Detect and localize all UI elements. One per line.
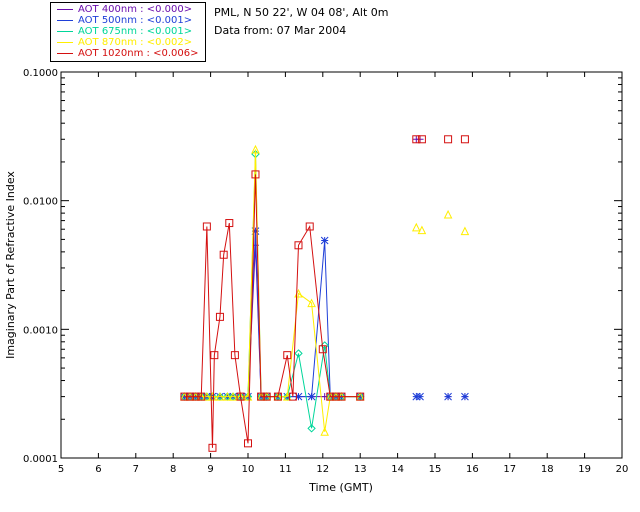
data-point xyxy=(197,392,206,401)
data-point xyxy=(411,222,421,232)
x-tick-label: 20 xyxy=(616,464,629,475)
y-axis-ticks: 0.1000 0.0100 0.0010 0.0001 xyxy=(23,68,622,465)
data-point xyxy=(215,391,225,401)
data-point xyxy=(223,391,232,401)
data-point xyxy=(320,236,329,245)
x-tick-label: 9 xyxy=(207,464,213,475)
data-point xyxy=(416,392,424,401)
data-point xyxy=(257,392,266,401)
data-point xyxy=(444,392,452,401)
data-point xyxy=(225,219,234,228)
data-point xyxy=(461,392,469,401)
data-point xyxy=(294,349,303,358)
x-axis-ticks: 5 6 7 8 9 10 11 12 13 14 15 16 17 18 19 20 xyxy=(58,72,629,475)
series-layer xyxy=(180,135,470,452)
date-info: Data from: 07 Mar 2004 xyxy=(214,24,347,37)
series-group xyxy=(180,135,469,452)
data-point xyxy=(236,392,245,401)
data-point xyxy=(244,439,252,448)
legend-swatch xyxy=(57,30,73,32)
data-point xyxy=(273,392,282,401)
legend-swatch xyxy=(57,19,73,21)
legend-label: AOT 675nm : <0.001> xyxy=(78,26,193,37)
data-point xyxy=(318,345,327,354)
data-point xyxy=(251,170,260,179)
data-point xyxy=(307,424,316,433)
legend-label: AOT 400nm : <0.000> xyxy=(78,4,193,15)
data-point xyxy=(307,298,316,308)
legend-swatch xyxy=(57,8,73,10)
legend-item: AOT 675nm : <0.001> xyxy=(57,26,192,37)
legend-label: AOT 500nm : <0.001> xyxy=(78,15,193,26)
y-tick-label: 0.0100 xyxy=(23,197,58,208)
data-point xyxy=(307,392,316,401)
data-point xyxy=(320,427,329,436)
legend-label: AOT 1020nm : <0.006> xyxy=(78,48,199,59)
data-point xyxy=(283,351,292,360)
data-point xyxy=(417,135,426,144)
y-tick-label: 0.1000 xyxy=(23,68,58,79)
y-tick-label: 0.0001 xyxy=(23,454,58,465)
x-tick-label: 16 xyxy=(466,464,479,475)
data-point xyxy=(337,392,346,401)
data-point xyxy=(251,227,260,235)
x-tick-label: 6 xyxy=(95,464,101,475)
data-point xyxy=(412,135,421,144)
data-point xyxy=(191,392,200,401)
x-tick-label: 8 xyxy=(170,464,176,475)
x-tick-label: 19 xyxy=(578,464,591,475)
data-point xyxy=(210,351,219,360)
data-point xyxy=(228,391,238,401)
data-point xyxy=(305,222,314,231)
data-point xyxy=(356,392,365,401)
x-tick-label: 7 xyxy=(133,464,139,475)
legend-swatch xyxy=(57,41,73,43)
data-point xyxy=(294,392,303,401)
data-point xyxy=(180,392,189,401)
data-point xyxy=(230,351,239,360)
x-tick-label: 11 xyxy=(279,464,292,475)
data-point xyxy=(186,392,195,401)
data-point xyxy=(460,135,469,144)
series-line xyxy=(184,174,361,448)
data-point xyxy=(412,392,421,401)
data-point xyxy=(331,392,340,401)
data-point xyxy=(288,392,297,401)
legend-item: AOT 1020nm : <0.006> xyxy=(57,48,198,59)
legend-item: AOT 400nm : <0.000> xyxy=(57,4,192,15)
legend: AOT 400nm : <0.000> AOT 500nm : <0.001> … xyxy=(50,2,206,62)
x-tick-label: 14 xyxy=(391,464,404,475)
data-point xyxy=(326,392,335,401)
legend-item: AOT 870nm : <0.002> xyxy=(57,37,192,48)
data-point xyxy=(460,226,470,236)
data-point xyxy=(219,250,228,259)
x-tick-label: 5 xyxy=(58,464,64,475)
y-tick-label: 0.0010 xyxy=(23,325,58,336)
x-tick-label: 17 xyxy=(503,464,516,475)
data-point xyxy=(251,144,260,154)
y-axis-title: Imaginary Part of Refractive Index xyxy=(4,171,17,359)
legend-label: AOT 870nm : <0.002> xyxy=(78,37,193,48)
x-tick-label: 18 xyxy=(541,464,554,475)
x-tick-label: 15 xyxy=(429,464,442,475)
data-point xyxy=(444,135,453,144)
data-point xyxy=(417,225,427,235)
x-axis-title: Time (GMT) xyxy=(308,481,373,494)
data-point xyxy=(262,392,271,401)
data-point xyxy=(294,241,303,250)
legend-item: AOT 500nm : <0.001> xyxy=(57,15,192,26)
data-point xyxy=(202,222,211,231)
plot-frame xyxy=(60,71,623,459)
legend-swatch xyxy=(57,52,73,54)
site-info: PML, N 50 22', W 04 08', Alt 0m xyxy=(214,6,389,19)
series-group xyxy=(180,144,470,436)
x-tick-label: 13 xyxy=(354,464,367,475)
data-point xyxy=(215,312,224,321)
x-tick-label: 10 xyxy=(242,464,255,475)
x-tick-label: 12 xyxy=(316,464,329,475)
data-point xyxy=(208,443,217,452)
data-point xyxy=(443,209,453,219)
